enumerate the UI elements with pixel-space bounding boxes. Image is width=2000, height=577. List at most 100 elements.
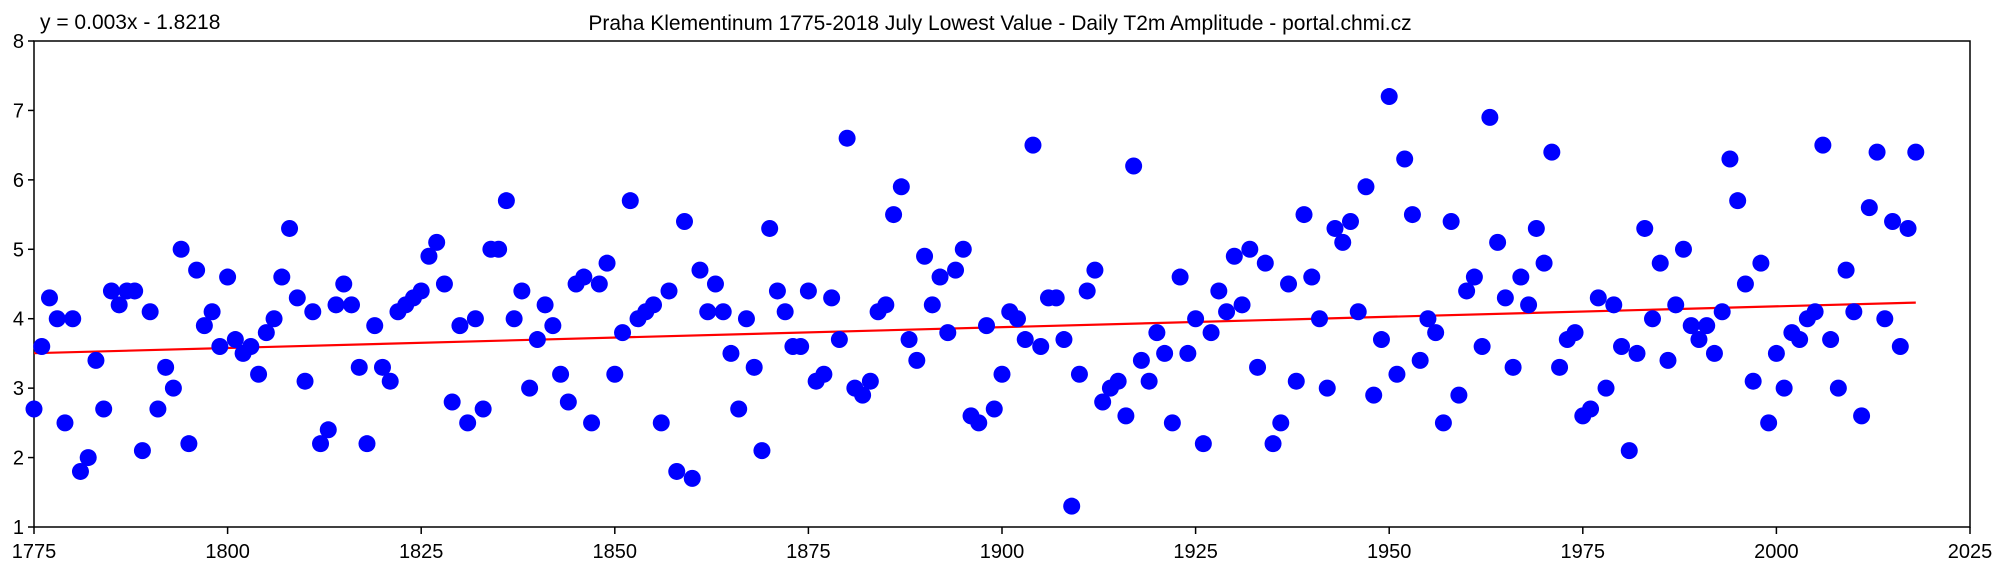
data-point (1256, 254, 1274, 272)
data-point (1853, 407, 1871, 425)
data-point (1496, 289, 1514, 307)
data-point (1442, 213, 1460, 231)
x-tick-label: 2000 (1754, 541, 1799, 563)
data-point (1597, 379, 1615, 397)
axes-layer (28, 40, 1971, 534)
data-point (1241, 240, 1259, 258)
data-point (288, 289, 306, 307)
data-point (1643, 310, 1661, 328)
data-point (420, 247, 438, 265)
data-point (761, 219, 779, 237)
data-point (40, 289, 58, 307)
data-point (923, 296, 941, 314)
data-point (188, 261, 206, 279)
data-point (79, 449, 97, 467)
data-point (381, 372, 399, 390)
data-point (265, 310, 283, 328)
data-point (1179, 344, 1197, 362)
data-point (203, 303, 221, 321)
data-point (683, 469, 701, 487)
data-point (110, 296, 128, 314)
data-point (373, 358, 391, 376)
data-point (714, 303, 732, 321)
data-point (211, 337, 229, 355)
data-point (1822, 331, 1840, 349)
data-point (1194, 435, 1212, 453)
y-tick-label: 5 (13, 239, 24, 261)
data-point (164, 379, 182, 397)
data-point (366, 317, 384, 335)
data-point (745, 358, 763, 376)
data-point (1047, 289, 1065, 307)
data-point (815, 365, 833, 383)
y-tick-label: 4 (13, 309, 24, 331)
data-point (1667, 296, 1685, 314)
x-tick-label: 1925 (1173, 541, 1218, 563)
data-point (776, 303, 794, 321)
data-point (312, 435, 330, 453)
data-point (102, 282, 120, 300)
data-point (737, 310, 755, 328)
data-point (226, 331, 244, 349)
data-point (1380, 88, 1398, 106)
x-tick-label: 1800 (205, 541, 250, 563)
data-point (1109, 372, 1127, 390)
data-point (1613, 337, 1631, 355)
data-point (1233, 296, 1251, 314)
data-point (939, 324, 957, 342)
data-point (675, 213, 693, 231)
data-point (1419, 310, 1437, 328)
data-point (1357, 178, 1375, 196)
data-point (598, 254, 616, 272)
data-point (799, 282, 817, 300)
data-point (1465, 268, 1483, 286)
data-point (552, 365, 570, 383)
data-point (304, 303, 322, 321)
data-point (1860, 199, 1878, 217)
data-point (830, 331, 848, 349)
data-point (87, 351, 105, 369)
data-point (1210, 282, 1228, 300)
data-point (993, 365, 1011, 383)
y-tick-label: 1 (13, 517, 24, 539)
data-point (56, 414, 74, 432)
data-point (1125, 157, 1143, 175)
data-point (1349, 303, 1367, 321)
data-point (1403, 206, 1421, 224)
data-point (1605, 296, 1623, 314)
data-point (1388, 365, 1406, 383)
data-point (319, 421, 337, 439)
data-point (1249, 358, 1267, 376)
data-point (877, 296, 895, 314)
data-point (95, 400, 113, 418)
data-point (722, 344, 740, 362)
data-point (435, 275, 453, 293)
data-point (1512, 268, 1530, 286)
data-point (1884, 213, 1902, 231)
data-point (768, 282, 786, 300)
data-point (1156, 344, 1174, 362)
data-point (1187, 310, 1205, 328)
data-point (327, 296, 345, 314)
data-point (900, 331, 918, 349)
data-point (1698, 317, 1716, 335)
data-point (1767, 344, 1785, 362)
data-point (242, 337, 260, 355)
x-tick-labels: 1775 1800 1825 1850 1875 1900 1925 1950 1975 2000… (12, 541, 1993, 563)
x-tick-label: 1975 (1561, 541, 1606, 563)
data-point (559, 393, 577, 411)
data-point (1775, 379, 1793, 397)
data-point (1171, 268, 1189, 286)
data-point (1651, 254, 1669, 272)
data-point (1427, 324, 1445, 342)
data-point (1148, 324, 1166, 342)
data-point (970, 414, 988, 432)
data-point (1055, 331, 1073, 349)
data-point (1086, 261, 1104, 279)
y-tick-label: 2 (13, 448, 24, 470)
data-point (281, 219, 299, 237)
x-tick-label: 1775 (12, 541, 57, 563)
data-point (1008, 310, 1026, 328)
data-point (590, 275, 608, 293)
data-point (1140, 372, 1158, 390)
